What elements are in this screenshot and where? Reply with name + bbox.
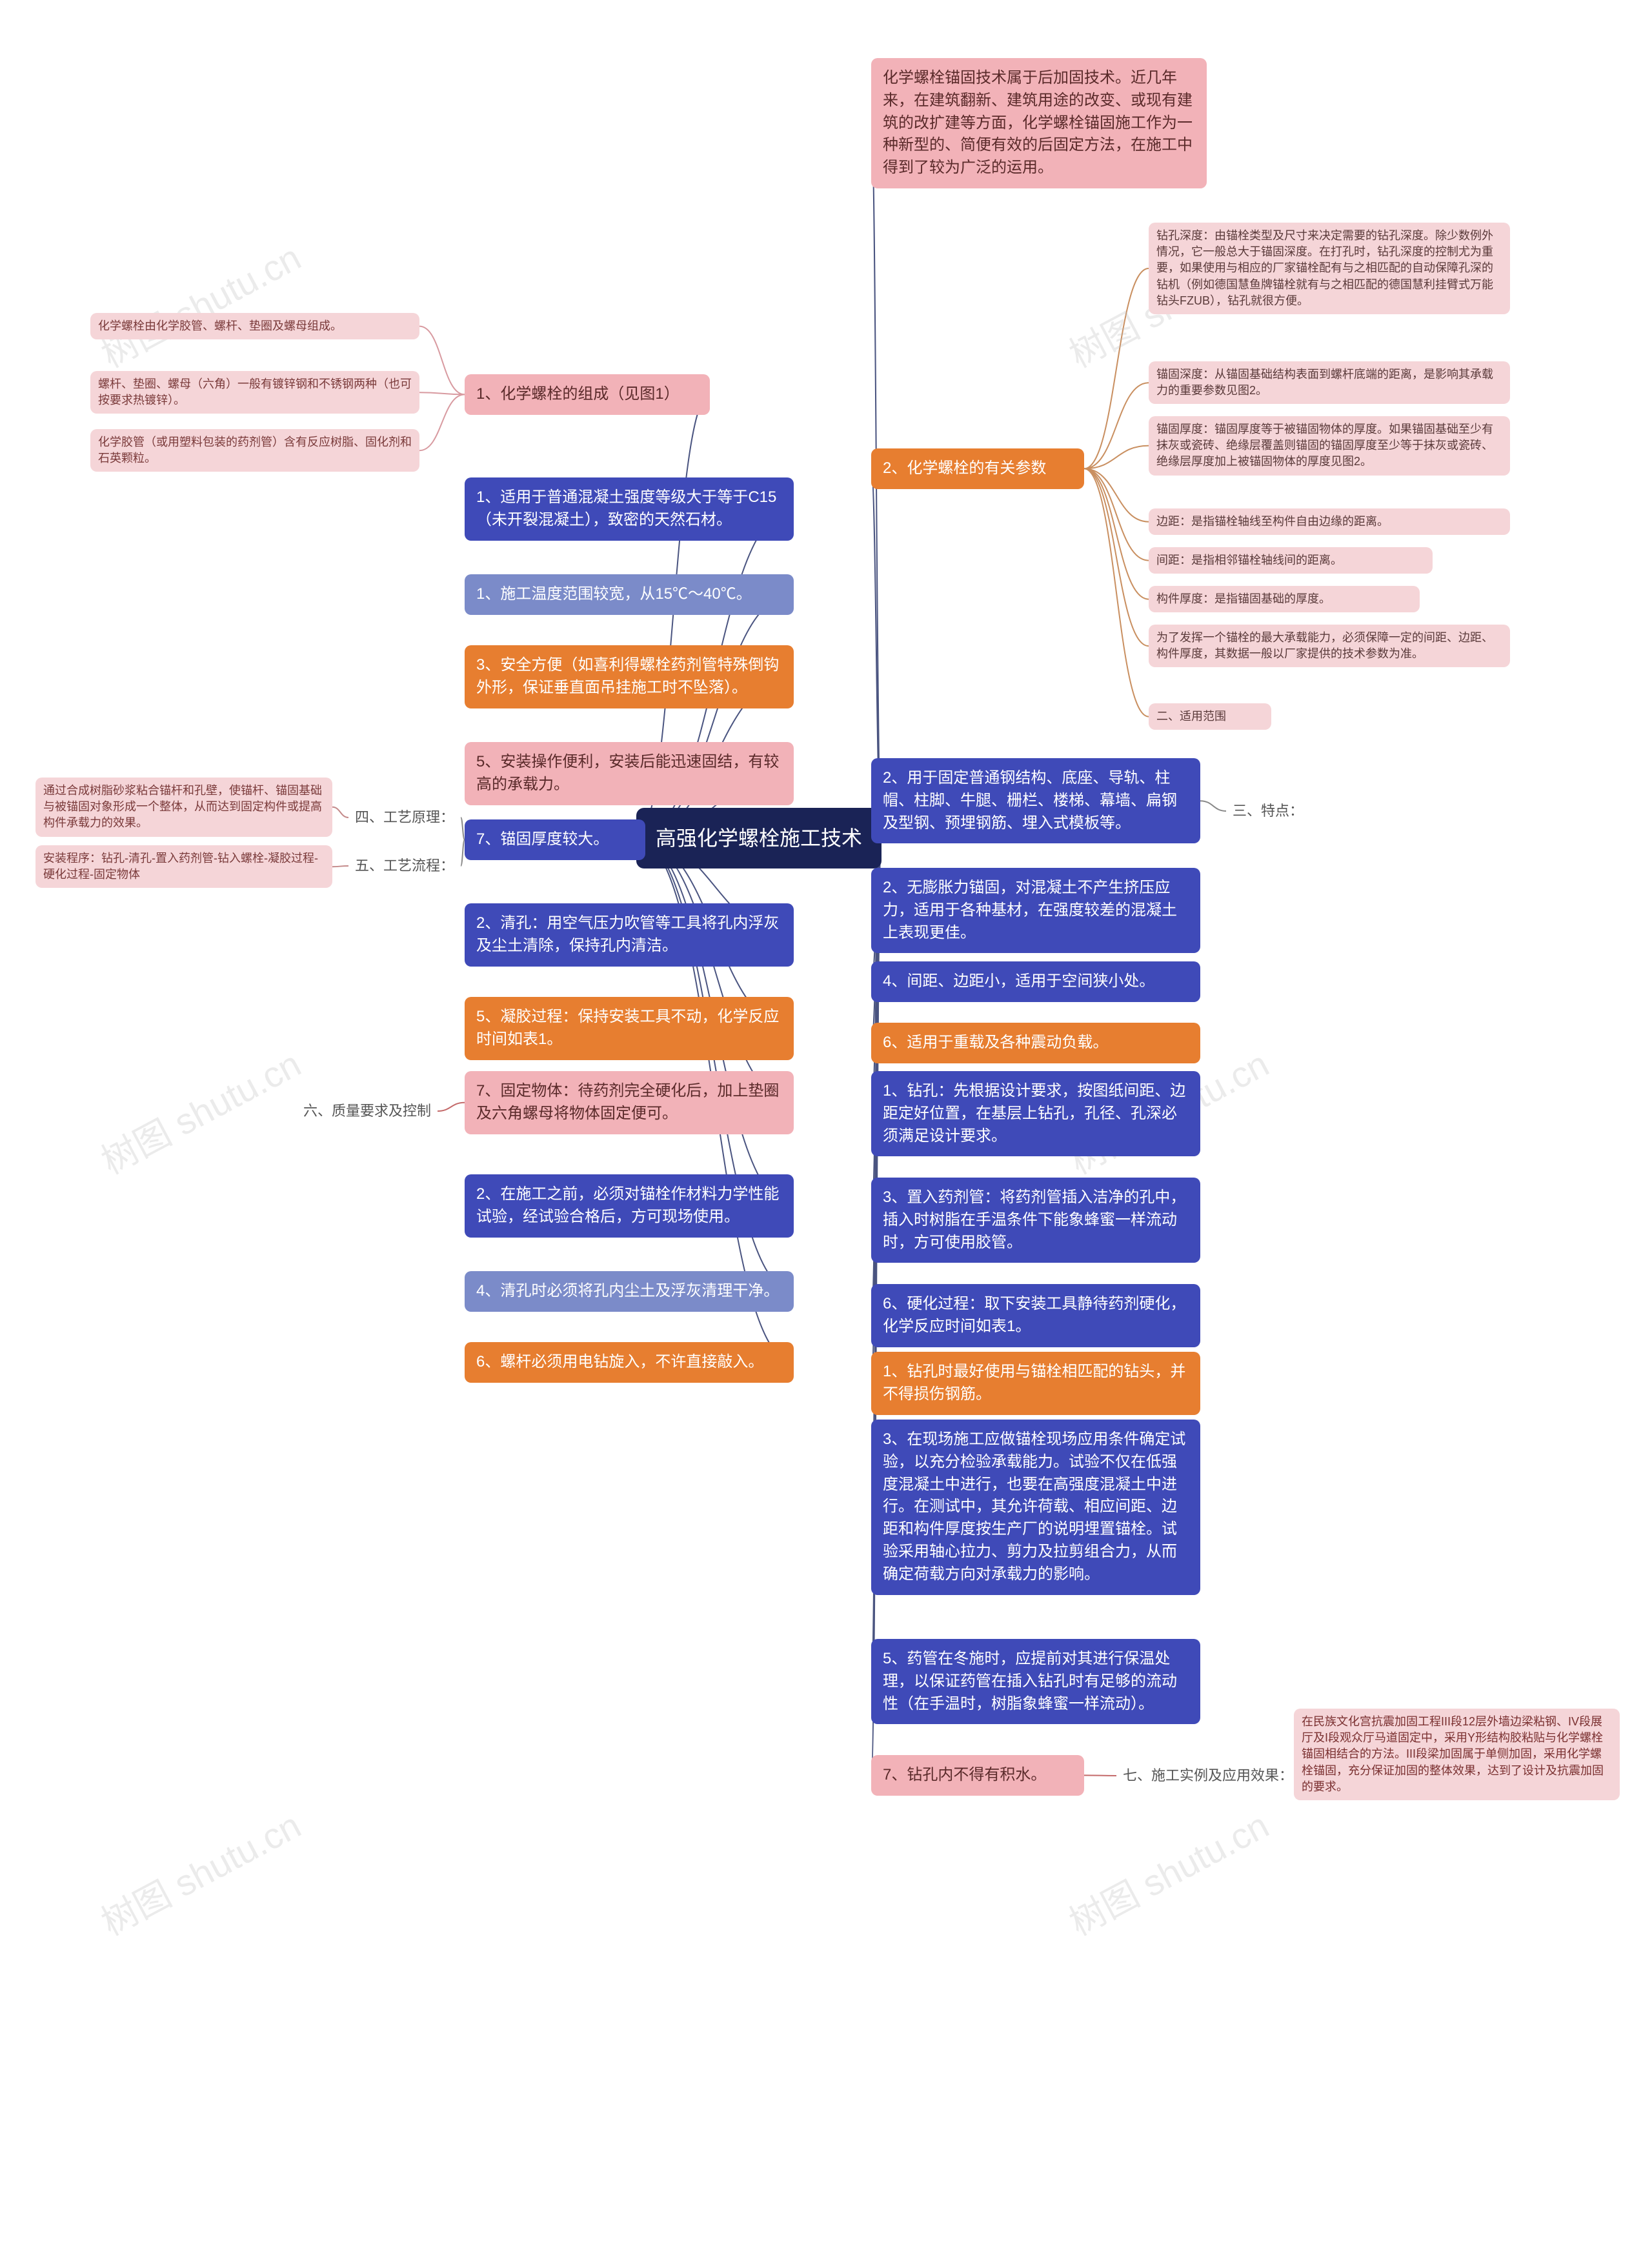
- right-column-node: 3、在现场施工应做锚栓现场应用条件确定试验，以充分检验承载能力。试验不仅在低强度…: [871, 1420, 1200, 1595]
- left-column-node: 6、螺杆必须用电钻旋入，不许直接敲入。: [465, 1342, 794, 1383]
- right-params-label: 2、化学螺栓的有关参数: [871, 448, 1084, 489]
- right-column-node: 7、钻孔内不得有积水。: [871, 1755, 1084, 1796]
- left-principle-item: 安装程序：钻孔-清孔-置入药剂管-钻入螺栓-凝胶过程-硬化过程-固定物体: [35, 845, 332, 888]
- left-column-node: 5、安装操作便利，安装后能迅速固结，有较高的承载力。: [465, 742, 794, 805]
- right-column-node: 5、药管在冬施时，应提前对其进行保温处理，以保证药管在插入钻孔时有足够的流动性（…: [871, 1639, 1200, 1724]
- right-params-item: 构件厚度：是指锚固基础的厚度。: [1149, 586, 1420, 612]
- left-principle-label-1: 四、工艺原理：: [348, 803, 461, 832]
- left-composition-item: 螺杆、垫圈、螺母（六角）一般有镀锌钢和不锈钢两种（也可按要求热镀锌）。: [90, 371, 419, 414]
- watermark: 树图 shutu.cn: [91, 229, 309, 378]
- left-column-node: 1、适用于普通混凝土强度等级大于等于C15（未开裂混凝土），致密的天然石材。: [465, 477, 794, 541]
- left-principle-label-2: 五、工艺流程：: [348, 852, 461, 880]
- right-params-item: 为了发挥一个锚栓的最大承载能力，必须保障一定的间距、边距、构件厚度，其数据一般以…: [1149, 625, 1510, 667]
- right-column-node: 2、无膨胀力锚固，对混凝土不产生挤压应力，适用于各种基材，在强度较差的混凝土上表…: [871, 868, 1200, 953]
- left-column-node: 7、固定物体：待药剂完全硬化后，加上垫圈及六角螺母将物体固定便可。: [465, 1071, 794, 1134]
- right-features-label: 三、特点：: [1226, 797, 1310, 825]
- watermark: 树图 shutu.cn: [1059, 1797, 1277, 1946]
- left-column-node: 3、安全方便（如喜利得螺栓药剂管特殊倒钩外形，保证垂直面吊挂施工时不坠落）。: [465, 645, 794, 708]
- right-case-label: 七、施工实例及应用效果：: [1116, 1762, 1300, 1790]
- left-column-node: 1、施工温度范围较宽，从15℃～40℃。: [465, 574, 794, 615]
- right-features-node: 2、用于固定普通钢结构、底座、导轨、柱帽、柱脚、牛腿、栅栏、楼梯、幕墙、扁钢及型…: [871, 758, 1200, 843]
- right-column-node: 6、适用于重载及各种震动负载。: [871, 1023, 1200, 1063]
- watermark: 树图 shutu.cn: [91, 1797, 309, 1946]
- left-composition-item: 化学胶管（或用塑料包装的药剂管）含有反应树脂、固化剂和石英颗粒。: [90, 429, 419, 472]
- left-column-node: 2、清孔：用空气压力吹管等工具将孔内浮灰及尘土清除，保持孔内清洁。: [465, 903, 794, 967]
- left-column-node: 5、凝胶过程：保持安装工具不动，化学反应时间如表1。: [465, 997, 794, 1060]
- left-column-node: 2、在施工之前，必须对锚栓作材料力学性能试验，经试验合格后，方可现场使用。: [465, 1174, 794, 1238]
- watermark: 树图 shutu.cn: [91, 1036, 309, 1185]
- right-params-item: 间距：是指相邻锚栓轴线间的距离。: [1149, 547, 1433, 574]
- left-composition-item: 化学螺栓由化学胶管、螺杆、垫圈及螺母组成。: [90, 313, 419, 339]
- right-params-item: 钻孔深度：由锚栓类型及尺寸来决定需要的钻孔深度。除少数例外情况，它一般总大于锚固…: [1149, 223, 1510, 314]
- right-params-item: 边距：是指锚栓轴线至构件自由边缘的距离。: [1149, 508, 1510, 535]
- right-intro-node: 化学螺栓锚固技术属于后加固技术。近几年来，在建筑翻新、建筑用途的改变、或现有建筑…: [871, 58, 1207, 188]
- right-case-node: 在民族文化宫抗震加固工程III段12层外墙边梁粘钢、IV段展厅及I段观众厅马道固…: [1294, 1709, 1620, 1800]
- right-column-node: 4、间距、边距小，适用于空间狭小处。: [871, 961, 1200, 1002]
- right-params-item: 锚固厚度：锚固厚度等于被锚固物体的厚度。如果锚固基础至少有抹灰或瓷砖、绝缘层覆盖…: [1149, 416, 1510, 476]
- right-column-node: 1、钻孔：先根据设计要求，按图纸间距、边距定好位置，在基层上钻孔，孔径、孔深必须…: [871, 1071, 1200, 1156]
- left-column-node: 7、锚固厚度较大。: [465, 819, 645, 860]
- right-params-item: 锚固深度：从锚固基础结构表面到螺杆底端的距离，是影响其承载力的重要参数见图2。: [1149, 361, 1510, 404]
- left-principle-item: 通过合成树脂砂浆粘合锚杆和孔壁，使锚杆、锚固基础与被锚固对象形成一个整体，从而达…: [35, 778, 332, 837]
- right-column-node: 1、钻孔时最好使用与锚栓相匹配的钻头，并不得损伤钢筋。: [871, 1352, 1200, 1415]
- right-column-node: 6、硬化过程：取下安装工具静待药剂硬化，化学反应时间如表1。: [871, 1284, 1200, 1347]
- left-quality-label: 六、质量要求及控制: [297, 1097, 438, 1125]
- left-column-node: 4、清孔时必须将孔内尘土及浮灰清理干净。: [465, 1271, 794, 1312]
- right-column-node: 3、置入药剂管：将药剂管插入洁净的孔中，插入时树脂在手温条件下能象蜂蜜一样流动时…: [871, 1178, 1200, 1263]
- right-params-item: 二、适用范围: [1149, 703, 1271, 730]
- left-composition-label: 1、化学螺栓的组成（见图1）: [465, 374, 710, 415]
- central-node: 高强化学螺栓施工技术: [636, 808, 881, 868]
